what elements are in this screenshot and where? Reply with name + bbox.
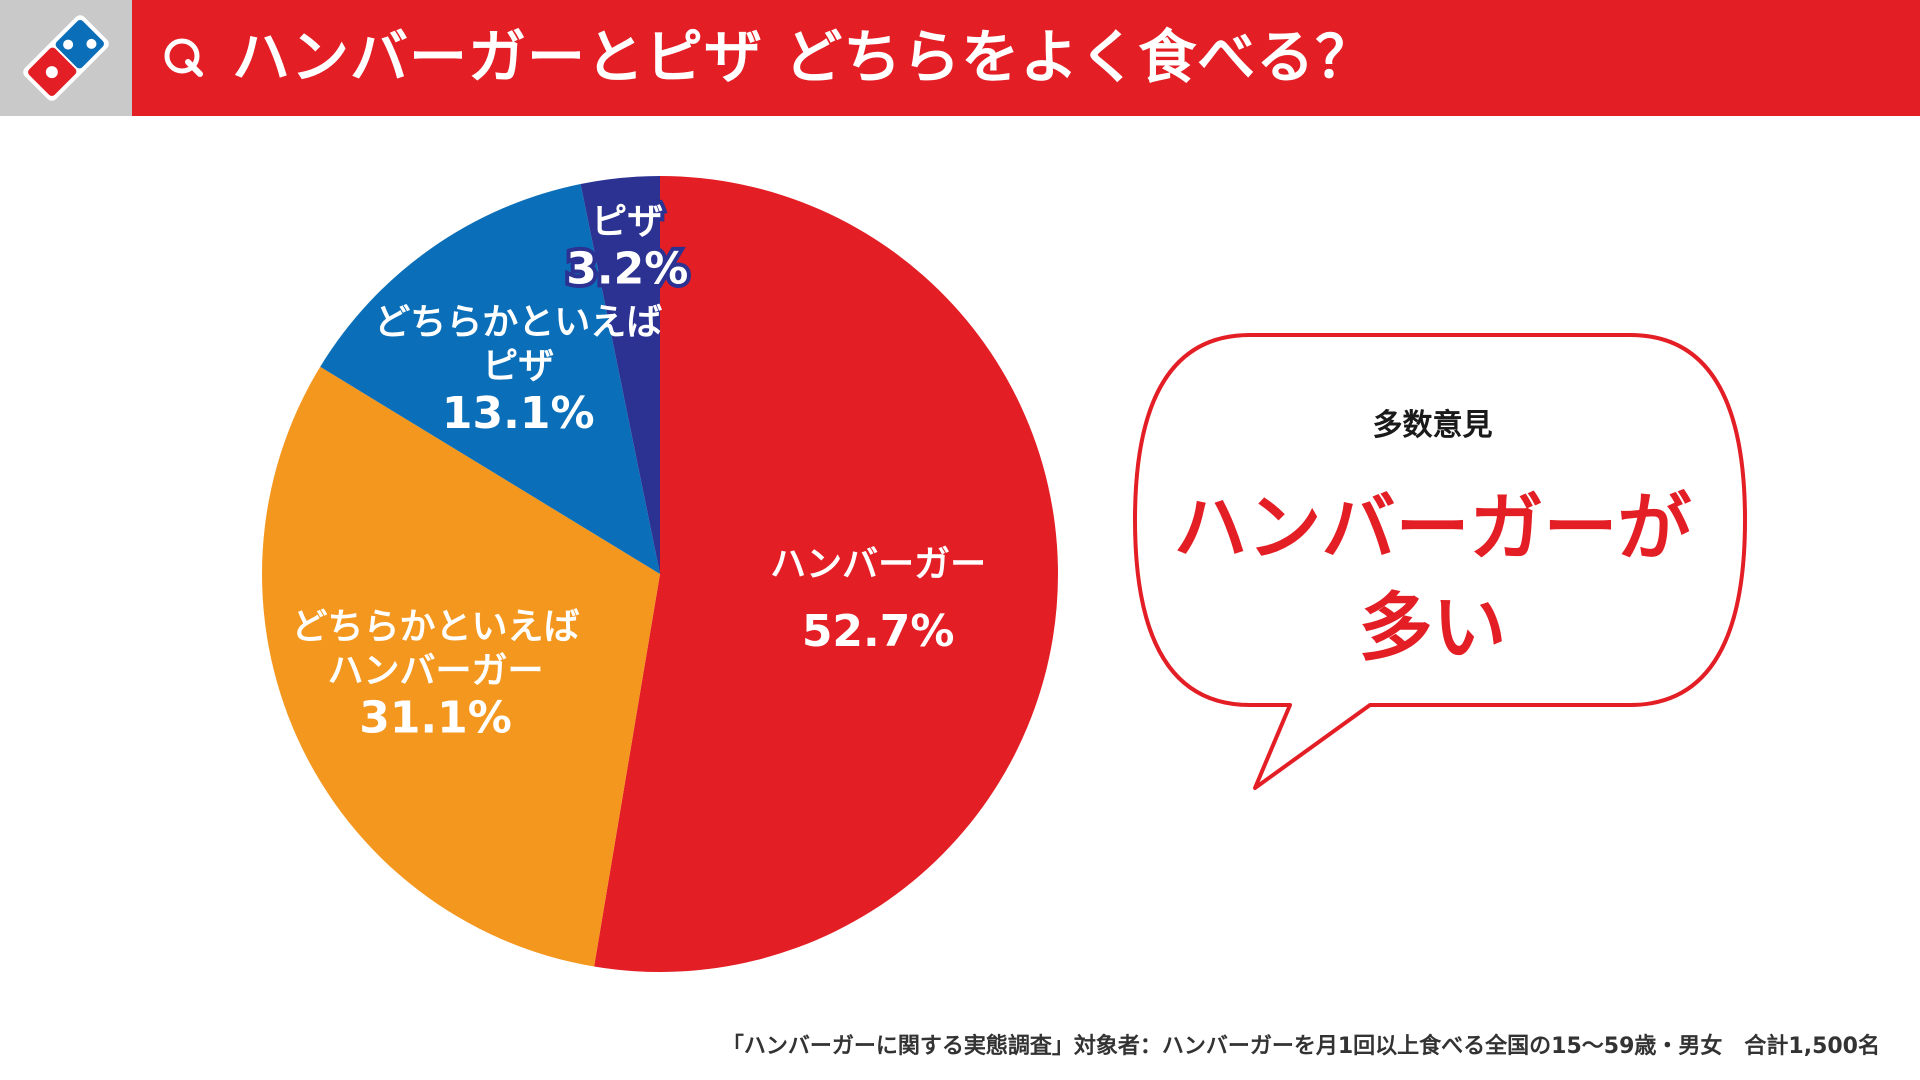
header-bar: ハンバーガーとピザ どちらをよく食べる？ [0,0,1920,116]
page-title: ハンバーガーとピザ どちらをよく食べる？ [232,23,1375,91]
slice-category-label: ハンバーガー [328,651,544,692]
domino-logo-icon [23,15,109,101]
slice-label-hamburger: ハンバーガー 52.7% [770,544,986,657]
callout-headline: ハンバーガーが 多い [1145,478,1720,678]
slice-value-label: 52.7% [802,606,955,657]
slice-value-label: 3.2% [566,243,688,294]
pie-slice-rather-pizza [320,184,660,574]
slice-category-label: ハンバーガー [770,544,986,585]
question-icon [164,38,203,77]
callout-label: 多数意見 [1372,408,1493,443]
slice-value-label: 31.1% [359,693,512,744]
survey-footnote: 「ハンバーガーに関する実態調査」対象者：ハンバーガーを月1回以上食べる全国の15… [721,1034,1880,1059]
title-bar: ハンバーガーとピザ どちらをよく食べる？ [132,0,1920,116]
logo-area [0,0,132,116]
slice-category-label: ピザ [482,346,554,387]
slice-label-pizza: ピザ3.2% [562,197,692,298]
slice-value-label: 13.1% [442,388,595,439]
slice-category-label: ピザ [591,201,663,242]
callout-headline-line1: ハンバーガーが [1173,485,1692,571]
pie-chart: ハンバーガー52.7%どちらかといえばハンバーガー31.1%どちらかといえばピザ… [261,176,1058,972]
callout-headline-line2: 多い [1358,585,1507,671]
pie-slice-rather-hamburger [261,366,660,967]
pie-slice-hamburger [594,176,1058,972]
slice-category-label: どちらかといえば [292,607,580,648]
slice-category-label: どちらかといえば [374,302,662,343]
speech-bubble [1133,333,1747,790]
pie-slice-pizza [580,176,660,574]
